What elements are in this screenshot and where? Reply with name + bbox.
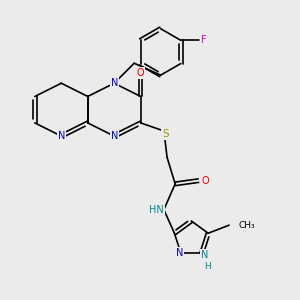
Text: S: S (162, 129, 169, 139)
Text: N: N (110, 78, 118, 88)
Text: CH₃: CH₃ (238, 221, 255, 230)
Text: N: N (58, 131, 65, 141)
Text: H: H (204, 262, 211, 271)
Text: O: O (137, 68, 145, 78)
Text: N: N (110, 131, 118, 141)
Text: N: N (176, 248, 183, 258)
Text: O: O (201, 176, 209, 186)
Text: HN: HN (149, 205, 164, 215)
Text: N: N (201, 250, 208, 260)
Text: F: F (202, 35, 207, 45)
